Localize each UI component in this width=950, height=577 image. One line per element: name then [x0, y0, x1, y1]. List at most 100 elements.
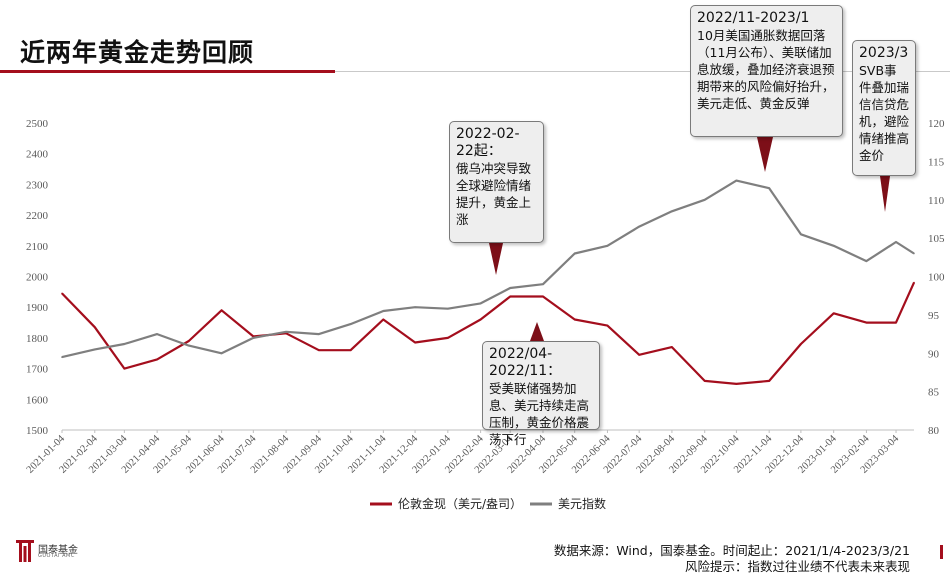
gold-price-point	[542, 295, 544, 298]
gold-price-point	[94, 326, 96, 329]
usd-index-point	[123, 343, 126, 345]
usd-index-point	[768, 187, 770, 189]
gold-price-point	[479, 318, 482, 321]
y-left-tick-label: 2100	[26, 241, 49, 253]
y-left-tick-label: 2000	[26, 272, 49, 284]
usd-index-point	[318, 333, 320, 335]
gold-price-point	[188, 340, 190, 342]
usd-index-point	[94, 348, 96, 351]
y-left-tick-label: 1500	[26, 425, 49, 437]
callout-head: 2023/3	[859, 45, 909, 61]
callout-head: 2022-02-22起：	[456, 126, 520, 159]
y-left-tick-label: 2400	[26, 149, 49, 161]
usd-index-line	[61, 179, 915, 359]
usd-index-point	[509, 287, 512, 289]
pointer-russia-ukraine	[489, 243, 503, 275]
gold-price-point	[318, 349, 320, 352]
gold-price-point	[703, 380, 706, 382]
y-left-tick-label: 1600	[26, 394, 49, 406]
gold-price-line	[61, 282, 916, 385]
y-right-tick-label: 90	[928, 348, 940, 360]
y-right-tick-label: 120	[928, 118, 945, 130]
gold-price-point	[156, 358, 158, 361]
callout-inflation-cooling: 2022/11-2023/1 10月美国通胀数据回落（11月公布）、美联储加息放…	[690, 5, 843, 137]
legend-usd-label: 美元指数	[558, 496, 606, 511]
y-right-tick-label: 115	[928, 156, 945, 168]
gold-price-point	[865, 321, 868, 324]
usd-index-point	[252, 337, 255, 339]
usd-index-point	[349, 323, 352, 325]
gold-price-point	[573, 318, 576, 321]
gold-price-point	[220, 309, 223, 312]
title-underline	[0, 70, 335, 73]
page-accent-mark	[940, 545, 943, 559]
gold-price-point	[349, 349, 352, 352]
usd-index-point	[865, 260, 868, 262]
usd-index-point	[156, 333, 158, 335]
usd-index-point	[479, 302, 482, 305]
logo-text: 国泰基金	[38, 545, 78, 556]
usd-index-point	[832, 245, 835, 247]
usd-index-point	[800, 233, 802, 236]
data-source-note: 数据来源：Wind，国泰基金。时间起止：2021/1/4-2023/3/21	[553, 543, 910, 558]
y-right-tick-label: 100	[928, 272, 945, 284]
usd-index-point	[220, 352, 223, 355]
callout-fed-hikes: 2022/04-2022/11： 受美联储强势加息、美元持续走高压制，黄金价格震…	[482, 341, 600, 447]
usd-index-point	[703, 199, 706, 201]
logo-mark-icon	[16, 540, 34, 562]
callout-head: 2022/11-2023/1	[697, 10, 810, 26]
callout-body: 受美联储强势加息、美元持续走高压制，黄金价格震荡下行	[489, 381, 590, 447]
usd-index-point	[895, 241, 897, 243]
usd-index-point	[671, 210, 673, 213]
usd-index-point	[573, 252, 576, 255]
gold-price-point	[800, 343, 802, 345]
usd-index-point	[542, 283, 544, 286]
risk-disclaimer: 风险提示：指数过往业绩不代表未来表现	[684, 559, 910, 574]
callout-body: 俄乌冲突导致全球避险情绪提升，黄金上涨	[456, 161, 532, 227]
title-rule-thin	[335, 71, 950, 72]
logo-subtext: GUOTAI AMC	[38, 553, 75, 559]
pointer-fed-hikes	[530, 322, 544, 341]
usd-index-point	[638, 225, 640, 228]
y-left-tick-label: 1800	[26, 333, 49, 345]
y-left-tick-label: 1700	[26, 364, 49, 376]
gold-price-point	[638, 354, 640, 356]
gold-price-point	[61, 292, 63, 295]
y-right-tick-label: 85	[928, 387, 940, 399]
gold-price-point	[606, 324, 609, 327]
gold-price-point	[123, 367, 126, 370]
y-right-tick-label: 95	[928, 310, 940, 322]
legend-gold-label: 伦敦金现（美元/盎司）	[398, 496, 522, 511]
usd-index-point	[382, 310, 385, 312]
y-left-tick-label: 1900	[26, 302, 49, 314]
usd-index-point	[913, 252, 915, 255]
usd-index-point	[188, 344, 190, 347]
usd-index-point	[61, 356, 63, 358]
callout-body: 10月美国通胀数据回落（11月公布）、美联储加息放缓，叠加经济衰退预期带来的风险…	[697, 28, 835, 111]
y-left-tick-label: 2300	[26, 179, 49, 191]
callout-head: 2022/04-2022/11：	[489, 346, 562, 379]
gold-price-point	[735, 383, 738, 385]
y-left-tick-label: 2500	[26, 118, 49, 130]
usd-index-point	[447, 307, 449, 310]
gold-price-point	[913, 281, 915, 284]
gold-price-point	[509, 295, 512, 298]
y-right-tick-label: 110	[928, 195, 945, 207]
gold-price-point	[768, 380, 770, 382]
page-title: 近两年黄金走势回顾	[20, 38, 255, 67]
pointer-inflation-cooling	[757, 137, 773, 172]
callout-svb: 2023/3 SVB事件叠加瑞信信贷危机，避险情绪推高金价	[852, 40, 916, 176]
gold-price-point	[382, 318, 385, 321]
usd-index-point	[606, 245, 609, 247]
gold-price-point	[671, 346, 673, 348]
usd-index-point	[735, 179, 738, 182]
gold-price-point	[414, 341, 416, 344]
gold-price-point	[832, 312, 835, 315]
callout-russia-ukraine: 2022-02-22起： 俄乌冲突导致全球避险情绪提升，黄金上涨	[449, 121, 544, 243]
gold-price-point	[895, 321, 897, 324]
pointer-svb	[880, 176, 890, 212]
usd-index-point	[285, 331, 287, 333]
gold-price-point	[447, 337, 449, 339]
y-right-tick-label: 105	[928, 233, 945, 245]
